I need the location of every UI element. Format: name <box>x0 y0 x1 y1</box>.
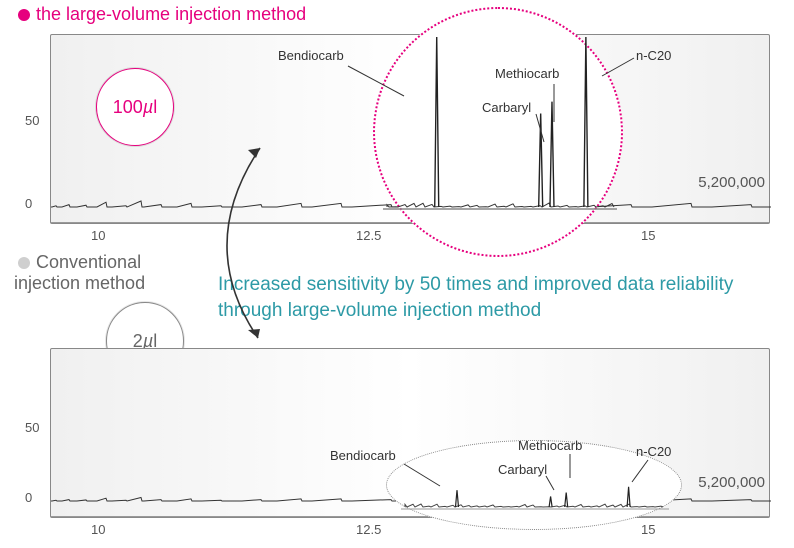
title-conventional: Conventional injection method <box>18 252 145 294</box>
ytick: 0 <box>25 196 32 211</box>
title-text: injection method <box>14 273 145 294</box>
scale-label: 5,200,000 <box>698 174 765 191</box>
xtick: 15 <box>641 228 655 243</box>
title-text: the large-volume injection method <box>36 4 306 25</box>
peak-label-carbaryl: Carbaryl <box>482 100 531 115</box>
volume-badge-100: 100µl <box>96 68 174 146</box>
title-text: Conventional <box>36 252 145 273</box>
xtick: 10 <box>91 522 105 537</box>
xtick: 12.5 <box>356 228 381 243</box>
gridline <box>51 222 769 223</box>
gridline <box>51 516 769 517</box>
ytick: 50 <box>25 113 39 128</box>
zoom-inset-top <box>373 7 623 257</box>
xtick: 15 <box>641 522 655 537</box>
peak-label-bendiocarb: Bendiocarb <box>330 448 396 463</box>
ytick: 50 <box>25 420 39 435</box>
peak-label-nc20: n-C20 <box>636 48 671 63</box>
dot-icon <box>18 9 30 21</box>
peak-label-methiocarb: Methiocarb <box>518 438 582 453</box>
peak-label-carbaryl: Carbaryl <box>498 462 547 477</box>
volume-text: 100µl <box>113 97 157 118</box>
title-large-volume: the large-volume injection method <box>18 4 306 25</box>
dot-icon <box>18 257 30 269</box>
peak-label-nc20: n-C20 <box>636 444 671 459</box>
peak-label-bendiocarb: Bendiocarb <box>278 48 344 63</box>
callout-text: Increased sensitivity by 50 times and im… <box>218 272 788 323</box>
xtick: 10 <box>91 228 105 243</box>
ytick: 0 <box>25 490 32 505</box>
peak-label-methiocarb: Methiocarb <box>495 66 559 81</box>
scale-label: 5,200,000 <box>698 474 765 491</box>
xtick: 12.5 <box>356 522 381 537</box>
